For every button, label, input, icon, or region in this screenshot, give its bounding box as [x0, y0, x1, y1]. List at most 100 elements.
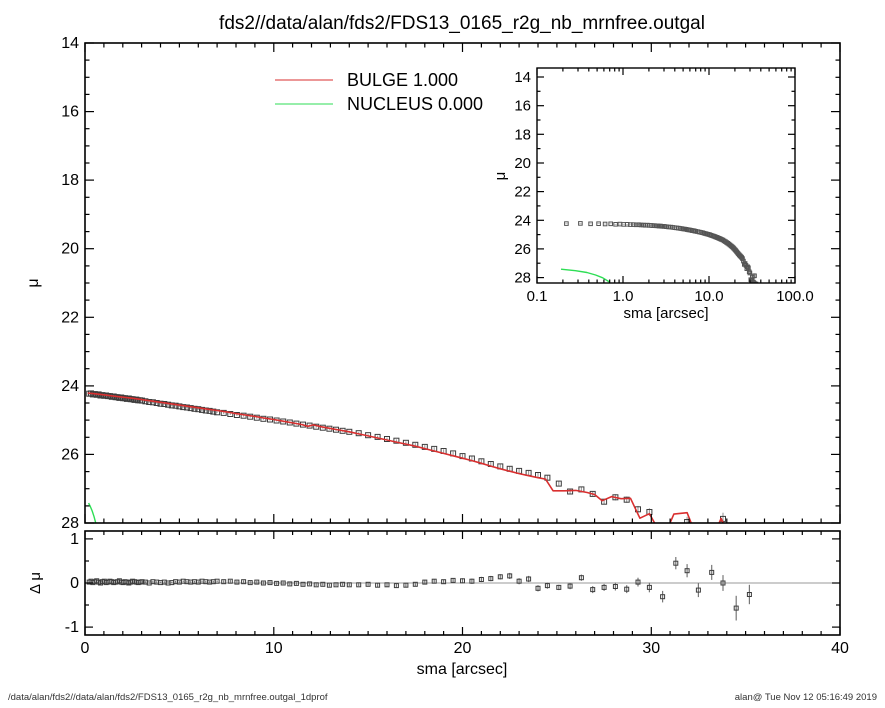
data-point-square [596, 221, 601, 226]
data-point-square [578, 221, 583, 226]
residual-y-axis-label: Δ μ [27, 572, 44, 594]
tick-label: 14 [514, 69, 531, 86]
data-point-square [227, 578, 233, 584]
data-point-square [333, 582, 339, 588]
data-point-square [747, 270, 753, 276]
bulge-model-line [87, 392, 724, 523]
footer-filename: /data/alan/fds2//data/alan/fds2/FDS13_01… [8, 692, 328, 703]
data-point-square [260, 580, 266, 586]
residual-axes [84, 530, 841, 636]
data-point-square [623, 496, 630, 503]
data-point-square [274, 580, 280, 586]
data-point-square [631, 222, 636, 227]
data-point-square [293, 580, 299, 586]
tick-label: 16 [514, 98, 531, 115]
residual-plot-panel: 0 10 20 30 40-101 [65, 530, 849, 657]
data-point-square [431, 578, 437, 584]
data-point-square [624, 586, 630, 592]
data-point-square [210, 408, 217, 415]
data-point-square [139, 579, 145, 585]
data-point-square [356, 582, 362, 588]
data-point-square [613, 222, 618, 227]
data-point-square [403, 582, 409, 588]
tick-label: 40 [831, 640, 849, 657]
data-point-square [526, 576, 532, 582]
data-point-square [176, 403, 183, 410]
data-point-square [664, 224, 669, 229]
data-point-square [544, 474, 551, 481]
data-point-square [556, 584, 562, 590]
data-point-square [384, 582, 390, 588]
data-point-square [460, 578, 465, 584]
data-point-square [142, 398, 149, 405]
data-point-square [608, 221, 614, 227]
data-point-square [720, 580, 726, 586]
data-point-square [635, 579, 641, 585]
data-point-square [202, 407, 209, 414]
data-point-square [234, 579, 240, 585]
tick-label: 0.1 [527, 288, 548, 305]
data-point-square [628, 222, 633, 227]
data-point-square [450, 577, 456, 583]
data-point-square [206, 407, 213, 414]
inset-tick-labels: 0.1 1.0 10.0 100.0 14 16 18 20 22 24 26 28 [514, 69, 813, 305]
data-point-square [422, 579, 428, 585]
data-point-square [673, 560, 679, 566]
residual-tick-labels: 0 10 20 30 40-101 [65, 531, 849, 657]
data-point-square [287, 581, 293, 587]
data-point-square [393, 583, 399, 589]
data-point-square [153, 400, 160, 406]
data-point-square [684, 568, 690, 574]
data-point-square [195, 406, 202, 413]
tick-label: 28 [61, 515, 79, 532]
data-point-square [320, 581, 326, 587]
data-point-square [745, 264, 750, 270]
data-point-square [590, 587, 596, 593]
data-point-square [646, 584, 652, 590]
data-point-square [564, 221, 569, 226]
main-y-axis-label: μ [25, 278, 42, 287]
inset-plot-panel: 0.1 1.0 10.0 100.0 14 16 18 20 22 24 26 28 [514, 67, 814, 305]
data-point-square [365, 581, 371, 587]
data-point-square [221, 579, 227, 585]
data-point-square [227, 411, 234, 417]
tick-label: 24 [514, 212, 531, 229]
data-point-square [516, 578, 522, 584]
data-point-square [187, 405, 194, 412]
data-point-square [412, 441, 419, 448]
data-point-square [346, 582, 352, 588]
data-point-square [199, 406, 205, 413]
data-point-square [578, 575, 584, 581]
data-point-square [168, 402, 175, 409]
tick-label: 0 [70, 575, 79, 592]
data-point-square [267, 580, 273, 586]
data-point-square [740, 256, 745, 261]
tick-label: 24 [61, 378, 79, 395]
tick-label: 16 [61, 104, 79, 121]
data-point-square [146, 399, 153, 405]
data-point-square [709, 569, 715, 575]
tick-label: 28 [514, 270, 531, 287]
data-point-square [478, 577, 484, 582]
data-point-square [507, 573, 513, 579]
tick-label: 14 [61, 35, 79, 52]
data-point-square [375, 582, 381, 588]
data-point-square [535, 585, 541, 591]
data-point-square [602, 221, 608, 227]
tick-label: 26 [514, 241, 531, 258]
data-point-square [313, 582, 319, 588]
tick-label: 18 [61, 172, 79, 189]
tick-label: 26 [61, 446, 79, 463]
data-point-square [183, 404, 190, 411]
data-point-square [746, 592, 752, 597]
nucleus-model-line [87, 502, 97, 523]
data-point-square [601, 584, 607, 590]
data-point-square [695, 587, 701, 593]
main-series [86, 390, 726, 523]
data-point-square [567, 488, 574, 495]
data-point-square [412, 581, 418, 587]
data-point-square [157, 400, 164, 407]
tick-label: 10.0 [694, 288, 723, 305]
tick-label: 0 [81, 640, 90, 657]
tick-label: 10 [265, 640, 283, 657]
